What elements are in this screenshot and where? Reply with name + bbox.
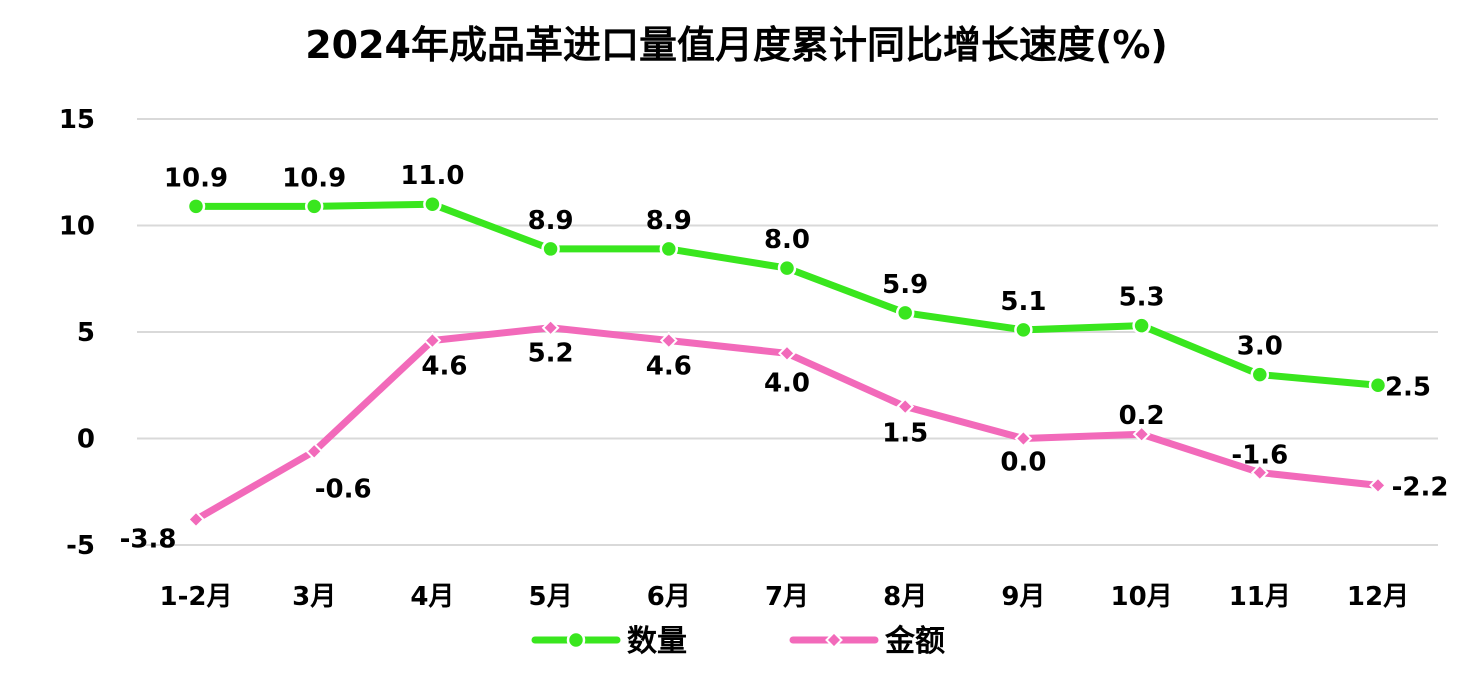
data-label: 0.2 — [1119, 401, 1165, 431]
series-lines — [186, 194, 1388, 529]
series-1-point — [423, 331, 442, 350]
series-1-point — [778, 344, 796, 363]
data-label: -3.8 — [120, 524, 177, 554]
x-tick-label: 3月 — [292, 582, 336, 612]
x-tick-label: 4月 — [410, 582, 454, 612]
gridlines — [137, 118, 1438, 546]
legend-marker — [825, 631, 843, 649]
data-label: 5.9 — [882, 270, 928, 300]
x-tick-label: 5月 — [529, 582, 573, 612]
data-label: 11.0 — [400, 161, 464, 191]
x-tick-label: 12月 — [1347, 582, 1409, 612]
chart-title: 2024年成品革进口量值月度累计同比增长速度(%) — [305, 23, 1168, 67]
data-label: 4.6 — [646, 352, 692, 382]
data-label: 10.9 — [164, 163, 228, 193]
data-label: -0.6 — [315, 474, 372, 504]
series-1-point — [896, 397, 915, 416]
x-tick-label: 9月 — [1001, 582, 1045, 612]
x-tick-label: 1-2月 — [160, 582, 233, 612]
data-label: 8.0 — [764, 225, 810, 255]
x-tick-label: 8月 — [883, 582, 927, 612]
series-1-point — [659, 331, 678, 350]
data-label: 4.6 — [421, 352, 467, 382]
data-labels: 10.9 10.9 11.0 8.9 8.9 8.0 5.9 5.1 5.3 3.0 2.5 -3.8… — [120, 161, 1449, 554]
x-tick-label: 6月 — [647, 582, 691, 612]
data-label: 2.5 — [1385, 372, 1431, 402]
data-label: 1.5 — [882, 419, 928, 449]
series-1-point — [305, 442, 324, 461]
data-label: -1.6 — [1231, 441, 1288, 471]
series-0-point — [541, 239, 560, 259]
data-label: 4.0 — [764, 368, 810, 398]
data-label: -2.2 — [1392, 472, 1449, 502]
y-tick-label: -5 — [66, 531, 95, 561]
data-label: 3.0 — [1237, 332, 1283, 362]
series-1-point — [187, 510, 205, 529]
data-label: 5.3 — [1119, 283, 1165, 313]
series-1-point — [1132, 425, 1151, 444]
series-0-point — [1014, 320, 1033, 340]
series-0-point — [304, 197, 324, 216]
x-axis-ticks: 1-2月 3月 4月 5月 6月 7月 8月 9月 10月 11月 12月 — [160, 582, 1410, 612]
data-label: 0.0 — [1000, 448, 1046, 478]
series-0-point — [423, 194, 442, 214]
x-tick-label: 10月 — [1111, 582, 1173, 612]
x-tick-label: 11月 — [1229, 582, 1291, 612]
series-0-point — [1368, 376, 1388, 395]
series-0-point — [777, 258, 797, 278]
legend: 数量 金额 — [531, 624, 945, 659]
series-1-point — [1250, 463, 1269, 482]
series-0-point — [1250, 365, 1270, 384]
data-label: 5.1 — [1000, 287, 1046, 317]
data-label: 8.9 — [528, 206, 574, 236]
y-tick-label: 0 — [77, 425, 95, 455]
legend-label: 金额 — [884, 624, 945, 659]
series-0-point — [186, 197, 206, 216]
y-tick-label: 15 — [59, 105, 95, 135]
data-label: 8.9 — [646, 206, 692, 236]
series-1-point — [541, 318, 560, 337]
legend-label: 数量 — [627, 624, 687, 659]
series-1-point — [1369, 476, 1387, 495]
data-label: 10.9 — [282, 163, 346, 193]
series-1-point — [1014, 429, 1033, 448]
data-label: 5.2 — [528, 339, 574, 369]
y-tick-label: 10 — [59, 212, 95, 242]
x-tick-label: 7月 — [765, 582, 809, 612]
series-0-point — [1132, 316, 1151, 335]
series-0-point — [659, 239, 679, 259]
series-0-point — [895, 303, 915, 323]
y-axis-ticks: 15 10 5 0 -5 — [59, 105, 95, 561]
y-tick-label: 5 — [77, 318, 95, 348]
legend-marker — [566, 630, 586, 650]
